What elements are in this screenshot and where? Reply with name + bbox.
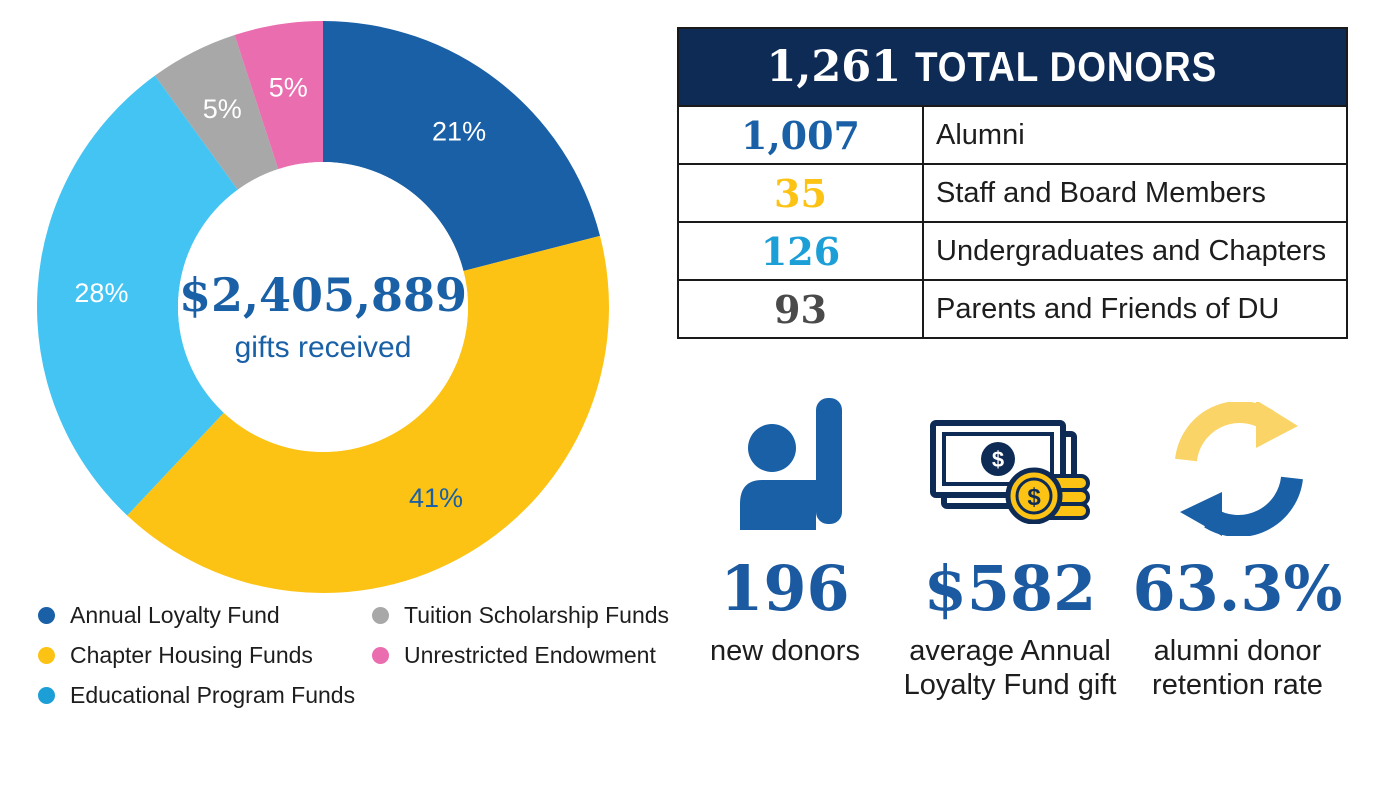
money-coins-icon: $ $: [930, 420, 1090, 524]
donor-count: 93: [679, 281, 924, 337]
caption-line: alumni donor: [1153, 635, 1322, 667]
caption-line: retention rate: [1152, 669, 1323, 701]
donor-label: Staff and Board Members: [936, 176, 1266, 209]
donut-slice-chapter-housing-funds: [127, 235, 609, 593]
donor-row-alumni: 1,007 Alumni: [679, 105, 1346, 163]
stat-value-average-gift: $582: [923, 552, 1097, 625]
caption-line: Loyalty Fund gift: [903, 669, 1117, 701]
svg-text:$: $: [1027, 484, 1041, 511]
legend-item-chapter-housing-funds: Chapter Housing Funds: [38, 642, 313, 669]
stat-value-new-donors: 196: [720, 552, 850, 625]
slice-label: 21%: [432, 117, 486, 147]
legend-item-tuition-scholarship-funds: Tuition Scholarship Funds: [372, 602, 669, 629]
raised-hand-icon: [740, 398, 842, 530]
stat-caption-average-gift: average Annual Loyalty Fund gift: [890, 634, 1130, 702]
donut-slice-educational-program-funds: [36, 75, 238, 516]
donut-slice-unrestricted-endowment: [234, 21, 323, 170]
stat-caption-retention-rate: alumni donor retention rate: [1125, 634, 1350, 702]
center-amount: $2,405,889: [179, 268, 467, 322]
legend-swatch: [38, 607, 55, 624]
donor-count: 126: [679, 223, 924, 279]
slice-label: 5%: [269, 73, 308, 103]
donor-row-staff-board: 35 Staff and Board Members: [679, 163, 1346, 221]
legend-label: Unrestricted Endowment: [404, 642, 656, 668]
legend-item-unrestricted-endowment: Unrestricted Endowment: [372, 642, 656, 669]
slice-label: 5%: [203, 94, 242, 124]
donut-hole: [178, 162, 468, 452]
legend-item-educational-program-funds: Educational Program Funds: [38, 682, 355, 709]
donut-slices: [36, 21, 609, 593]
donor-label: Parents and Friends of DU: [936, 292, 1280, 325]
donor-count: 35: [679, 165, 924, 221]
legend-label: Tuition Scholarship Funds: [404, 602, 670, 628]
stat-caption-new-donors: new donors: [685, 634, 885, 668]
donut-chart: 21% 41% 28% 5% 5% $2,405,889 gifts received: [36, 21, 609, 593]
donor-row-undergraduates: 126 Undergraduates and Chapters: [679, 221, 1346, 279]
refresh-cycle-icon: [1175, 402, 1303, 536]
chart-legend: Annual Loyalty Fund Chapter Housing Fund…: [38, 598, 678, 728]
legend-label: Educational Program Funds: [70, 682, 356, 708]
total-donors-count: 1,261: [766, 42, 902, 92]
legend-swatch: [38, 687, 55, 704]
donor-label: Alumni: [936, 118, 1025, 151]
donor-row-parents-friends: 93 Parents and Friends of DU: [679, 279, 1346, 337]
donor-count: 1,007: [679, 107, 924, 163]
svg-text:$: $: [992, 447, 1004, 472]
donut-slice-tuition-scholarship-funds: [154, 34, 279, 190]
center-caption: gifts received: [235, 331, 412, 364]
total-donors-label: TOTAL DONORS: [915, 43, 1218, 90]
donor-table-header: 1,261 TOTAL DONORS: [679, 29, 1346, 105]
slice-label: 28%: [74, 278, 128, 308]
stat-value-retention-rate: 63.3%: [1132, 552, 1343, 625]
legend-label: Chapter Housing Funds: [70, 642, 313, 668]
donor-table: 1,261 TOTAL DONORS 1,007 Alumni 35 Staff…: [677, 27, 1348, 339]
caption-line: average Annual: [909, 635, 1111, 667]
donut-slice-annual-loyalty-fund: [323, 21, 601, 271]
legend-swatch: [38, 647, 55, 664]
caption-line: new donors: [710, 635, 860, 667]
legend-swatch: [372, 607, 389, 624]
donor-label: Undergraduates and Chapters: [936, 234, 1327, 267]
legend-label: Annual Loyalty Fund: [70, 602, 280, 628]
donut-slice-labels: 21% 41% 28% 5% 5%: [74, 73, 486, 513]
legend-item-annual-loyalty-fund: Annual Loyalty Fund: [38, 602, 280, 629]
legend-swatch: [372, 647, 389, 664]
slice-label: 41%: [409, 483, 463, 513]
